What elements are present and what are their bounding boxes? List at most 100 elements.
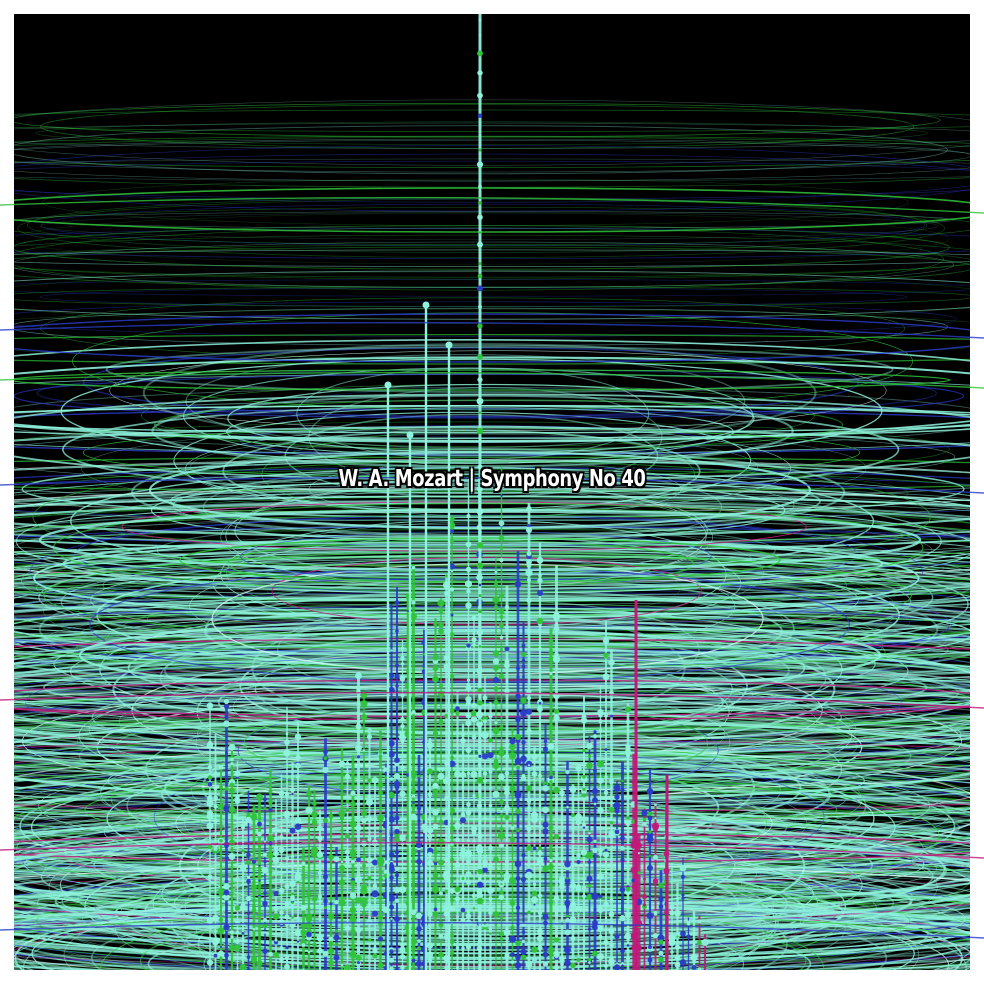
note-dot — [488, 738, 493, 743]
note-dot — [559, 790, 565, 796]
note-dot — [208, 740, 212, 745]
note-dot — [652, 854, 659, 860]
note-dot — [466, 678, 471, 682]
note-dot — [406, 652, 410, 655]
note-dot — [477, 92, 483, 99]
note-dot — [449, 538, 455, 544]
note-dot — [444, 857, 449, 863]
note-dot — [478, 231, 482, 234]
note-dot — [560, 844, 564, 847]
note-dot — [565, 917, 570, 923]
note-dot — [323, 860, 328, 864]
note-dot — [225, 909, 228, 913]
note-dot — [532, 767, 537, 771]
note-dot — [527, 830, 531, 833]
note-dot — [350, 880, 356, 886]
note-dot — [526, 844, 532, 851]
note-dot — [471, 636, 477, 643]
note-dot — [438, 767, 444, 773]
note-dot — [621, 779, 624, 783]
note-dot — [494, 609, 498, 612]
note-dot — [387, 894, 396, 902]
note-dot — [466, 858, 471, 864]
note-dot — [646, 835, 654, 843]
note-dot — [223, 703, 230, 710]
note-dot — [471, 830, 477, 836]
note-dot — [263, 931, 267, 934]
note-dot — [338, 810, 346, 818]
note-dot — [476, 397, 484, 405]
note-dot — [533, 903, 536, 906]
note-dot — [376, 856, 385, 864]
note-dot — [669, 910, 675, 916]
note-dot — [624, 819, 632, 826]
note-dot — [701, 938, 709, 947]
note-dot — [542, 913, 549, 920]
note-dot — [340, 792, 344, 797]
note-dot — [510, 729, 515, 733]
note-dot — [582, 894, 586, 899]
note-dot — [406, 609, 410, 613]
note-dot — [239, 864, 247, 872]
note-dot — [437, 772, 445, 780]
ring — [14, 565, 970, 624]
note-dot — [522, 747, 525, 750]
note-dot — [444, 965, 449, 971]
note-dot — [393, 915, 401, 923]
note-dot — [564, 861, 571, 868]
note-dot — [454, 770, 461, 778]
note-dot — [214, 810, 217, 814]
note-dot — [377, 936, 384, 942]
note-dot — [262, 852, 268, 857]
note-dot — [323, 898, 328, 904]
ring — [91, 676, 843, 759]
note-dot — [676, 935, 679, 938]
note-dot — [406, 431, 414, 439]
note-dot — [411, 685, 416, 689]
note-dot — [549, 671, 553, 676]
note-dot — [538, 803, 542, 807]
note-dot — [290, 855, 295, 859]
ring — [14, 286, 970, 308]
ring — [32, 460, 931, 574]
note-dot — [313, 893, 316, 896]
note-dot — [246, 955, 251, 959]
note-dot — [610, 909, 613, 913]
note-dot — [324, 869, 327, 873]
note-dot — [536, 857, 544, 865]
note-dot — [548, 945, 554, 952]
note-dot — [377, 782, 384, 788]
note-dot — [543, 946, 548, 951]
ring — [14, 160, 970, 200]
note-dot — [278, 790, 285, 797]
note-dot — [439, 770, 443, 773]
note-dot — [648, 808, 652, 812]
note-dot — [647, 810, 653, 816]
note-dot — [449, 888, 455, 894]
note-dot — [681, 951, 685, 956]
note-dot — [316, 934, 324, 942]
note-dot — [388, 686, 395, 694]
note-dot — [626, 816, 630, 820]
note-dot — [564, 929, 571, 936]
note-dot — [411, 774, 416, 779]
note-dot — [329, 902, 333, 906]
note-dot — [538, 667, 542, 670]
ring — [39, 287, 908, 307]
overflow-stroke — [0, 371, 984, 389]
note-dot — [514, 962, 522, 969]
note-dot — [492, 650, 500, 657]
note-dot — [400, 765, 405, 770]
ring — [14, 580, 970, 668]
note-dot — [388, 740, 395, 747]
note-dot — [400, 662, 405, 666]
note-dot — [273, 845, 279, 851]
note-dot — [230, 946, 234, 949]
note-dot — [465, 696, 472, 703]
note-dot — [520, 651, 527, 657]
note-dot — [571, 855, 575, 858]
ring — [40, 104, 915, 149]
note-dot — [478, 148, 482, 152]
note-dot — [394, 825, 400, 830]
note-dot — [206, 917, 214, 924]
